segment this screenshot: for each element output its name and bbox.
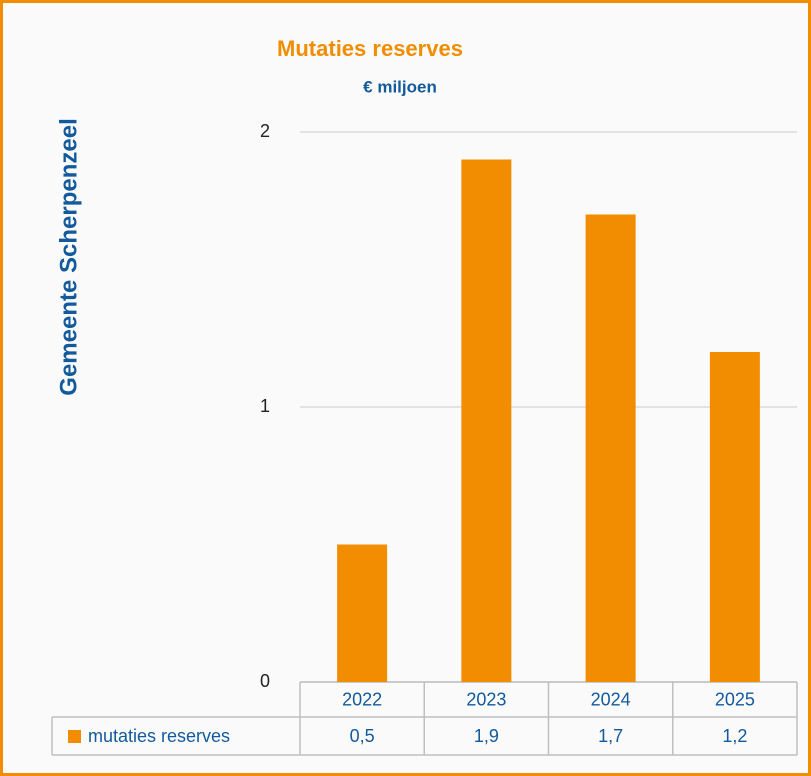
- table-value: 1,9: [474, 726, 499, 746]
- table-value: 1,2: [722, 726, 747, 746]
- y-axis-label: Gemeente Scherpenzeel: [55, 118, 82, 395]
- bar: [709, 352, 760, 682]
- chart-subtitle: € miljoen: [363, 77, 437, 96]
- chart-title: Mutaties reserves: [277, 36, 463, 61]
- bar: [337, 544, 388, 682]
- x-tick-label: 2022: [342, 689, 382, 709]
- x-tick-label: 2025: [715, 689, 755, 709]
- table-value: 0,5: [350, 726, 375, 746]
- x-tick-label: 2024: [591, 689, 631, 709]
- bar: [585, 214, 636, 682]
- legend-swatch: [68, 730, 81, 743]
- table-value: 1,7: [598, 726, 623, 746]
- bar: [461, 159, 512, 682]
- y-tick-label: 2: [260, 121, 270, 141]
- y-tick-label: 1: [260, 396, 270, 416]
- x-tick-label: 2023: [466, 689, 506, 709]
- y-tick-label: 0: [260, 671, 270, 691]
- legend-label: mutaties reserves: [88, 726, 230, 746]
